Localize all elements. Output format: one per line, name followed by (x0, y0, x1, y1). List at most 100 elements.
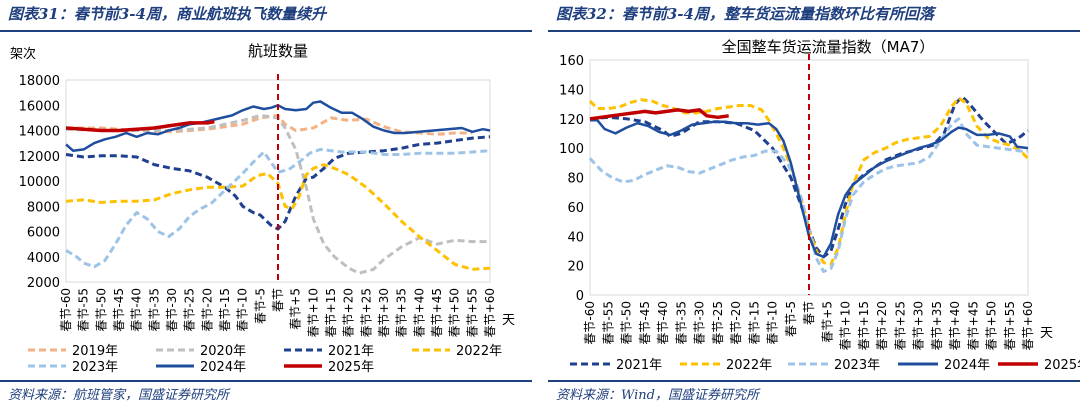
source-note-right: 资料来源：Wind，国盛证券研究所 (556, 388, 759, 403)
title-rule-right (548, 30, 1080, 32)
freight-legend-label: 2021年 (616, 358, 662, 373)
flights-x-tick-label: 春节-10 (236, 288, 250, 332)
freight-x-tick-label: 春节+10 (839, 301, 853, 350)
freight-y-tick-label: 140 (559, 83, 584, 98)
flights-x-tick-label: 春节+30 (377, 288, 391, 337)
flights-x-tick-label: 春节+15 (324, 288, 338, 337)
flights-x-tick-label: 春节-35 (147, 288, 161, 332)
flights-y-tick-label: 2000 (27, 276, 60, 291)
flights-legend-label: 2022年 (456, 344, 502, 359)
flights-y-tick-label: 4000 (27, 251, 60, 266)
freight-y-tick-label: 60 (567, 201, 584, 216)
freight-chart: 全国整车货运流量指数（MA7） 0 20 40 60 80 100 120 140 160 春节-6… (559, 38, 1080, 373)
freight-x-tick-label: 春节-30 (693, 301, 707, 345)
freight-y-tick-label: 20 (567, 260, 584, 275)
freight-y-tick-label: 100 (559, 142, 584, 157)
freight-x-tick-label: 春节+25 (893, 301, 907, 350)
flights-y-tick-label: 10000 (19, 175, 60, 190)
freight-chart-title: 全国整车货运流量指数（MA7） (722, 38, 935, 56)
source-rule-right (548, 380, 1080, 382)
flights-legend-label: 2025年 (328, 360, 374, 375)
flights-y-tick-label: 12000 (19, 150, 60, 165)
flights-x-tick-label: 春节-25 (183, 288, 197, 332)
flights-x-tick-label: 春节-5 (253, 288, 267, 324)
freight-series-2025 (589, 108, 729, 121)
flights-series-2025 (65, 119, 215, 133)
freight-x-tick-label: 春节+55 (1003, 301, 1017, 350)
freight-x-tick-label: 春节-60 (583, 301, 597, 345)
figure-title-left: 图表31：春节前3-4周，商业航班执飞数量续升 (8, 5, 326, 23)
flights-x-tick-label: 春节-50 (94, 288, 108, 332)
flights-x-tick-label: 春节+45 (430, 288, 444, 337)
flights-x-tick-label: 春节+60 (483, 288, 497, 337)
flights-y-tick-label: 14000 (19, 125, 60, 140)
flights-legend-label: 2021年 (328, 344, 374, 359)
freight-x-tick-label: 春节-55 (601, 301, 615, 345)
source-note-left: 资料来源：航班管家，国盛证券研究所 (8, 388, 230, 403)
freight-x-tick-label: 春节-35 (674, 301, 688, 345)
flights-legend-label: 2024年 (200, 360, 246, 375)
flights-legend-label: 2019年 (72, 344, 118, 359)
flights-y-tick-label: 16000 (19, 99, 60, 114)
freight-legend-label: 2025年 (1044, 358, 1080, 373)
figure-title-right: 图表32：春节前3-4周，整车货运流量指数环比有所回落 (556, 5, 934, 23)
freight-x-tick-label: 春节-20 (729, 301, 743, 345)
flights-y-tick-label: 8000 (27, 200, 60, 215)
flights-x-tick-label: 春节+25 (359, 288, 373, 337)
flights-x-tick-label: 春节 (271, 288, 285, 312)
freight-y-tick-label: 40 (567, 230, 584, 245)
freight-x-tick-label: 春节+45 (966, 301, 980, 350)
freight-x-tick-label: 春节+30 (912, 301, 926, 350)
freight-x-tick-label: 春节-40 (656, 301, 670, 345)
freight-legend-label: 2022年 (726, 358, 772, 373)
flights-chart-title: 航班数量 (248, 42, 308, 60)
flights-x-tick-label: 春节-45 (112, 288, 126, 332)
freight-y-tick-label: 160 (559, 54, 584, 69)
freight-y-tick-label: 0 (576, 289, 584, 304)
flights-x-tick-label: 春节+35 (395, 288, 409, 337)
flights-legend-label: 2020年 (200, 344, 246, 359)
flights-series-2020 (65, 113, 490, 275)
flights-x-tick-label: 春节+40 (412, 288, 426, 337)
freight-x-tick-label: 春节+50 (985, 301, 999, 350)
panel-flights: 图表31：春节前3-4周，商业航班执飞数量续升 航班数量 架次 2000 4000 60… (0, 0, 532, 408)
freight-x-axis-label: 天 (1040, 326, 1053, 341)
source-rule-left (0, 380, 532, 382)
flights-x-tick-label: 春节-30 (165, 288, 179, 332)
flights-plot-area (65, 79, 491, 283)
flights-x-tick-label: 春节-40 (130, 288, 144, 332)
flights-series-2022 (65, 163, 491, 271)
freight-legend-label: 2024年 (944, 358, 990, 373)
freight-x-tick-label: 春节 (802, 301, 816, 325)
freight-x-tick-label: 春节-5 (784, 301, 798, 337)
freight-x-tick-label: 春节-45 (638, 301, 652, 345)
freight-x-tick-label: 春节+35 (930, 301, 944, 350)
freight-x-tick-label: 春节+40 (948, 301, 962, 350)
flights-x-tick-label: 春节+50 (448, 288, 462, 337)
freight-y-tick-label: 80 (567, 172, 584, 187)
flights-x-axis-label: 天 (502, 313, 515, 328)
freight-x-tick-label: 春节+15 (857, 301, 871, 350)
freight-legend-label: 2023年 (834, 358, 880, 373)
freight-x-tick-label: 春节+5 (820, 301, 834, 343)
flights-series-2023 (65, 147, 491, 269)
freight-x-tick-label: 春节+60 (1021, 301, 1035, 350)
flights-y-axis-label: 架次 (10, 46, 36, 62)
freight-y-tick-label: 120 (559, 113, 584, 128)
flights-x-tick-label: 春节-55 (77, 288, 91, 332)
flights-y-tick-label: 6000 (27, 226, 60, 241)
freight-x-tick-label: 春节-25 (711, 301, 725, 345)
freight-x-tick-label: 春节-50 (620, 301, 634, 345)
flights-x-tick-label: 春节+20 (342, 288, 356, 337)
title-rule-left (0, 30, 532, 32)
panel-freight: 图表32：春节前3-4周，整车货运流量指数环比有所回落 全国整车货运流量指数（M… (548, 0, 1080, 408)
freight-x-tick-label: 春节-10 (766, 301, 780, 345)
flights-x-tick-label: 春节-15 (218, 288, 232, 332)
flights-x-tick-label: 春节-20 (200, 288, 214, 332)
freight-series-2021 (589, 95, 1029, 259)
flights-y-tick-label: 18000 (19, 74, 60, 89)
flights-x-tick-label: 春节+10 (306, 288, 320, 337)
flights-x-tick-label: 春节+55 (465, 288, 479, 337)
flights-chart: 航班数量 架次 2000 4000 6000 8000 10000 12000 14000 160… (10, 42, 515, 375)
freight-x-tick-label: 春节+20 (875, 301, 889, 350)
